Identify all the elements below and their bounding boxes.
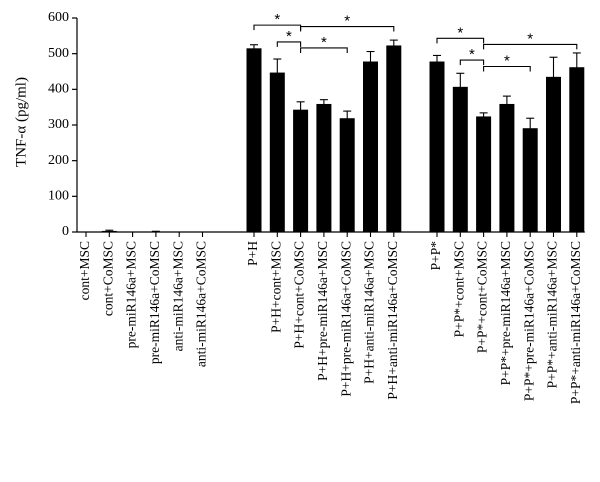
category-labels: cont+MSC cont+CoMSC pre-miR146a+MSC pre-miR… [77, 241, 583, 404]
y-tick-label: 400 [48, 82, 69, 97]
y-tick-label: 600 [48, 10, 69, 25]
category-label: pre-miR146a+MSC [124, 241, 139, 348]
significance-marker: * [286, 28, 292, 45]
category-label: cont+CoMSC [100, 241, 115, 316]
category-label: P+P*+anti-miR146a+CoMSC [568, 241, 583, 404]
category-label: P+H+cont+CoMSC [292, 241, 307, 349]
category-label: P+H+cont+MSC [268, 241, 283, 333]
y-axis-label: TNF-α (pg/ml) [13, 77, 29, 167]
category-label: P+H [245, 241, 260, 266]
significance-bracket [483, 65, 531, 72]
y-tick-label: 300 [48, 117, 69, 132]
significance-bracket [300, 26, 395, 32]
significance-bracket [300, 47, 348, 53]
significance-bracket [436, 37, 485, 44]
significance-marker: * [344, 13, 350, 30]
significance-marker: * [469, 46, 475, 63]
significance-bracket [276, 41, 302, 47]
significance-marker: * [457, 24, 463, 41]
y-tick-label: 200 [48, 153, 69, 168]
bar [293, 109, 309, 232]
bar [316, 103, 332, 232]
category-label: P+H+pre-miR146a+MSC [315, 241, 330, 381]
category-label: P+H+anti-miR146a+CoMSC [385, 241, 400, 400]
bar [429, 61, 445, 232]
y-tick-label: 0 [62, 224, 69, 239]
significance-marker: * [274, 11, 280, 28]
bar [339, 118, 355, 232]
category-label: P+H+anti-miR146a+MSC [362, 241, 377, 384]
significance-bracket [459, 59, 485, 66]
bar [546, 76, 561, 232]
bar [476, 116, 492, 232]
significance-brackets: * * * * * * * * [253, 11, 578, 72]
bar [269, 72, 285, 232]
bar [246, 48, 262, 232]
y-tick-label: 500 [48, 46, 69, 61]
category-label: anti-miR146a+CoMSC [194, 241, 209, 367]
bar [522, 128, 538, 232]
bar [499, 103, 515, 232]
significance-bracket [483, 43, 578, 50]
category-label: pre-miR146a+CoMSC [147, 241, 162, 364]
y-tick-label: 100 [48, 189, 69, 204]
category-label: P+P*+anti-miR146a+MSC [545, 241, 560, 388]
category-label: P+H+pre-miR146a+CoMSC [338, 241, 353, 397]
category-label: P+P*+cont+CoMSC [475, 241, 490, 353]
category-label: P+P* [428, 241, 443, 271]
bar [363, 61, 378, 232]
category-label: P+P*+pre-miR146a+MSC [498, 241, 513, 385]
significance-marker: * [321, 34, 327, 51]
significance-marker: * [527, 30, 533, 47]
bar [452, 86, 468, 232]
y-axis-title: TNF-α (pg/ml) [13, 77, 29, 167]
category-label: P+P*+pre-miR146a+CoMSC [521, 241, 536, 401]
bar [569, 67, 585, 232]
bar [386, 45, 402, 232]
bars [101, 39, 585, 232]
category-label: P+P*+cont+MSC [451, 241, 466, 337]
significance-marker: * [504, 53, 510, 70]
category-label: anti-miR146a+MSC [170, 241, 185, 351]
category-label: cont+MSC [77, 241, 92, 300]
